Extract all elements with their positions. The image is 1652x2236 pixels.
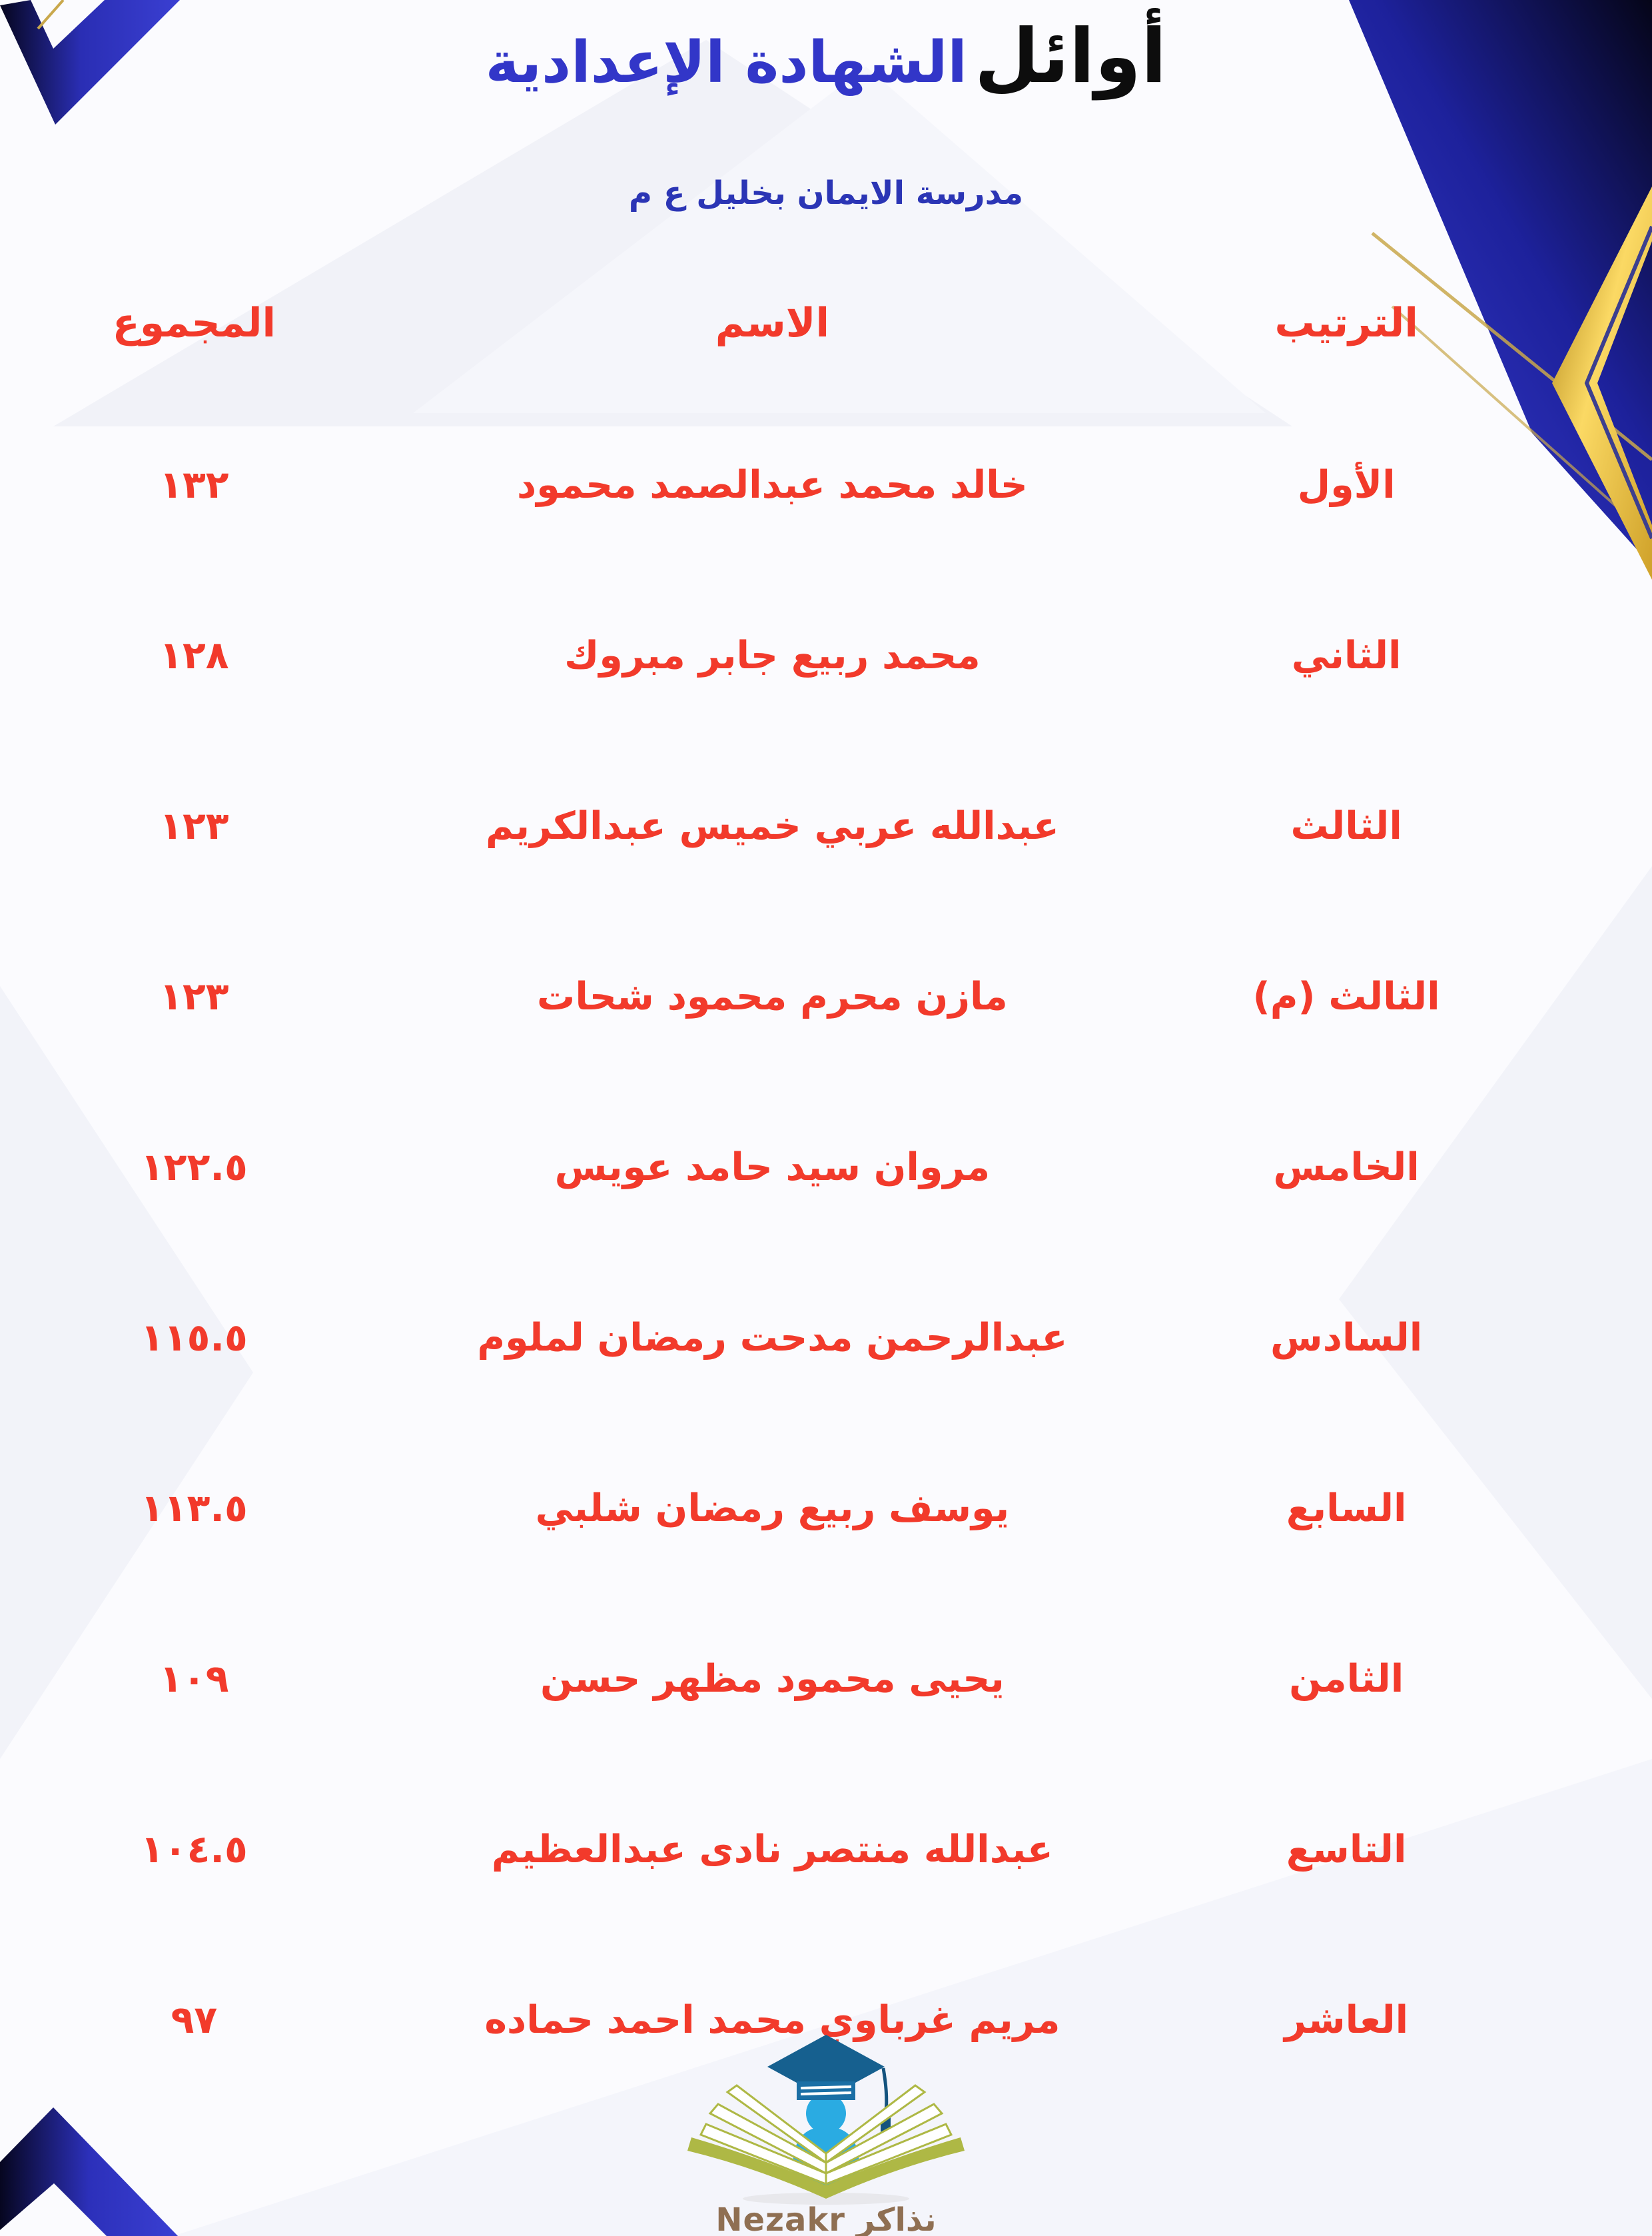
school-name: مدرسة الايمان بخليل ع م (628, 175, 1024, 212)
row-name: يوسف ربيع رمضان شلبي (535, 1486, 1010, 1530)
row-total: ١٠٩ (159, 1657, 229, 1701)
row-name: خالد محمد عبدالصمد محمود (516, 463, 1028, 507)
table-row: ١٠٤.٥ عبدالله منتصر نادى عبدالعظيم التاس… (0, 1764, 1652, 1935)
table-header: المجموع الاسم الترتيب (0, 283, 1652, 363)
table-row: ١٢٨ محمد ربيع جابر مبروك الثاني (0, 570, 1652, 741)
title-certificate: الشهادة الإعدادية (485, 29, 967, 96)
row-name: عبدالرحمن مدحت رمضان لملوم (477, 1316, 1068, 1360)
table-row: ١١٣.٥ يوسف ربيع رمضان شلبي السابع (0, 1423, 1652, 1594)
row-name: محمد ربيع جابر مبروك (564, 634, 981, 678)
table-row: ١٣٢ خالد محمد عبدالصمد محمود الأول (0, 400, 1652, 570)
row-rank: العاشر (1284, 1998, 1409, 2042)
row-total: ١١٣.٥ (140, 1486, 248, 1530)
row-name: عبدالله منتصر نادى عبدالعظيم (491, 1828, 1053, 1872)
title-word-awael: أوائل (974, 13, 1167, 100)
table-row: ١٠٩ يحيى محمود مظهر حسن الثامن (0, 1594, 1652, 1764)
logo-text: نذاكر Nezakr (715, 2201, 937, 2236)
row-total: ١٢٣ (159, 804, 229, 848)
row-rank: الأول (1297, 463, 1396, 507)
nezakr-logo: نذاكر Nezakr (0, 2031, 1652, 2236)
row-rank: السابع (1286, 1486, 1407, 1530)
table-row: ١٢٢.٥ مروان سيد حامد عويس الخامس (0, 1082, 1652, 1253)
table-rows: ١٣٢ خالد محمد عبدالصمد محمود الأول ١٢٨ م… (0, 400, 1652, 2105)
row-rank: السادس (1270, 1316, 1423, 1360)
row-total: ٩٧ (171, 1998, 218, 2042)
row-name: مروان سيد حامد عويس (554, 1145, 991, 1189)
column-header-rank: الترتيب (1274, 300, 1418, 346)
row-name: مازن محرم محمود شحات (537, 975, 1008, 1019)
gold-line (37, 0, 65, 30)
row-total: ١٢٨ (159, 634, 229, 678)
bottom-left-chevron-icon (0, 2107, 178, 2236)
row-total: ١٢٢.٥ (140, 1145, 248, 1189)
row-rank: الخامس (1273, 1145, 1420, 1189)
gold-line (1391, 305, 1640, 528)
row-rank: الثامن (1289, 1657, 1404, 1701)
row-total: ١٠٤.٥ (140, 1828, 248, 1872)
row-rank: الثالث (1290, 804, 1402, 848)
top-left-chevron-icon (0, 0, 180, 125)
column-header-name: الاسم (715, 300, 830, 346)
row-name: يحيى محمود مظهر حسن (540, 1657, 1005, 1701)
table-row: ١٢٣ مازن محرم محمود شحات الثالث (م) (0, 911, 1652, 1082)
table-row: ١٢٣ عبدالله عربي خميس عبدالكريم الثالث (0, 741, 1652, 911)
table-row: ١١٥.٥ عبدالرحمن مدحت رمضان لملوم السادس (0, 1253, 1652, 1423)
faint-polygons (0, 40, 1652, 2236)
row-rank: التاسع (1286, 1828, 1407, 1872)
row-total: ١٢٣ (159, 975, 229, 1019)
row-name: مريم غرباوي محمد احمد حماده (484, 1998, 1060, 2042)
column-header-total: المجموع (112, 300, 276, 346)
graduate-book-icon (687, 2035, 965, 2205)
row-rank: الثاني (1291, 634, 1402, 678)
page-title: أوائل الشهادة الإعدادية (0, 7, 1652, 125)
row-rank: الثالث (م) (1252, 975, 1440, 1019)
gold-chevron-icon (1552, 187, 1652, 580)
row-name: عبدالله عربي خميس عبدالكريم (485, 804, 1059, 848)
table-row: ٩٧ مريم غرباوي محمد احمد حماده العاشر (0, 1935, 1652, 2105)
row-total: ١١٥.٥ (140, 1316, 248, 1360)
row-total: ١٣٢ (159, 463, 229, 507)
